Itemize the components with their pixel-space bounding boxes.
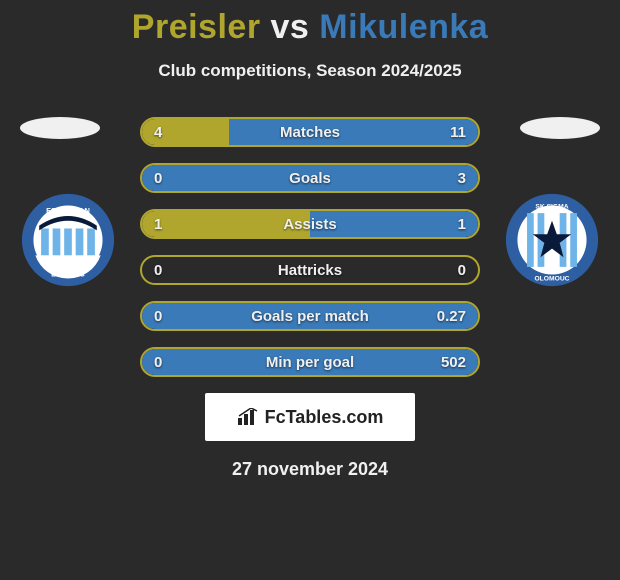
stat-row: 1 Assists 1 — [140, 209, 480, 239]
stat-value-left: 0 — [154, 354, 162, 371]
stat-value-left: 0 — [154, 308, 162, 325]
sigma-olomouc-badge-icon: SK SIGMA OLOMOUC — [504, 192, 600, 288]
attribution-text: FcTables.com — [265, 407, 384, 428]
title-player2: Mikulenka — [319, 8, 488, 46]
svg-text:LIBEREC: LIBEREC — [51, 269, 85, 278]
svg-text:FC SLOVAN: FC SLOVAN — [46, 206, 90, 215]
stat-fill-right — [229, 119, 478, 145]
stat-value-left: 0 — [154, 170, 162, 187]
title-vs: vs — [271, 8, 310, 46]
stat-label: Hattricks — [278, 262, 342, 279]
club-logo-right: SK SIGMA OLOMOUC — [504, 192, 600, 288]
slovan-liberec-badge-icon: FC SLOVAN LIBEREC — [20, 192, 116, 288]
stat-label: Goals per match — [251, 308, 369, 325]
stat-value-right: 502 — [441, 354, 466, 371]
stat-row: 0 Min per goal 502 — [140, 347, 480, 377]
stat-row: 4 Matches 11 — [140, 117, 480, 147]
club-logo-left: FC SLOVAN LIBEREC — [20, 192, 116, 288]
stat-label: Goals — [289, 170, 331, 187]
stat-row: 0 Goals per match 0.27 — [140, 301, 480, 331]
stat-label: Matches — [280, 124, 340, 141]
subtitle: Club competitions, Season 2024/2025 — [0, 61, 620, 81]
svg-text:OLOMOUC: OLOMOUC — [534, 275, 569, 282]
stat-label: Assists — [283, 216, 336, 233]
stats-list: 4 Matches 11 0 Goals 3 1 Assists 1 0 Hattricks 0 0 Go… — [140, 117, 480, 377]
chart-icon — [237, 408, 259, 426]
stat-value-right: 0 — [458, 262, 466, 279]
stat-value-left: 4 — [154, 124, 162, 141]
stat-value-right: 1 — [458, 216, 466, 233]
player-left-marker — [20, 117, 100, 139]
stat-value-left: 0 — [154, 262, 162, 279]
title-player1: Preisler — [132, 8, 261, 46]
comparison-area: FC SLOVAN LIBEREC SK SIGMA OLOMOUC 4 Matc… — [0, 117, 620, 377]
stat-value-right: 11 — [450, 124, 466, 141]
stat-label: Min per goal — [266, 354, 354, 371]
stat-row: 0 Hattricks 0 — [140, 255, 480, 285]
svg-text:SK SIGMA: SK SIGMA — [535, 203, 568, 210]
player-right-marker — [520, 117, 600, 139]
date-text: 27 november 2024 — [0, 459, 620, 480]
stat-row: 0 Goals 3 — [140, 163, 480, 193]
stat-value-right: 0.27 — [437, 308, 466, 325]
stat-value-left: 1 — [154, 216, 162, 233]
attribution-badge: FcTables.com — [205, 393, 415, 441]
stat-value-right: 3 — [458, 170, 466, 187]
page-title: Preisler vs Mikulenka — [0, 0, 620, 47]
